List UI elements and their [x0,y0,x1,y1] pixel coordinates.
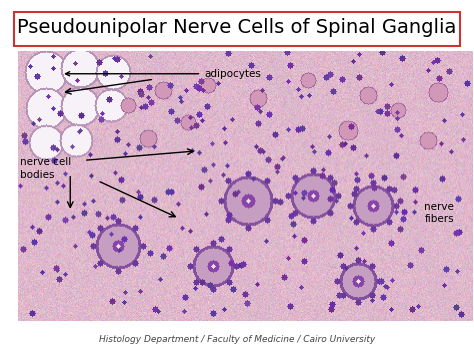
Text: nerve
fibers: nerve fibers [424,202,454,224]
Text: adipocytes: adipocytes [65,69,261,79]
Text: nerve cell
bodies: nerve cell bodies [20,157,72,180]
FancyBboxPatch shape [14,12,460,47]
Text: Histology Department / Faculty of Medicine / Cairo University: Histology Department / Faculty of Medici… [99,334,375,344]
Text: Pseudounipolar Nerve Cells of Spinal Ganglia: Pseudounipolar Nerve Cells of Spinal Gan… [18,18,456,37]
